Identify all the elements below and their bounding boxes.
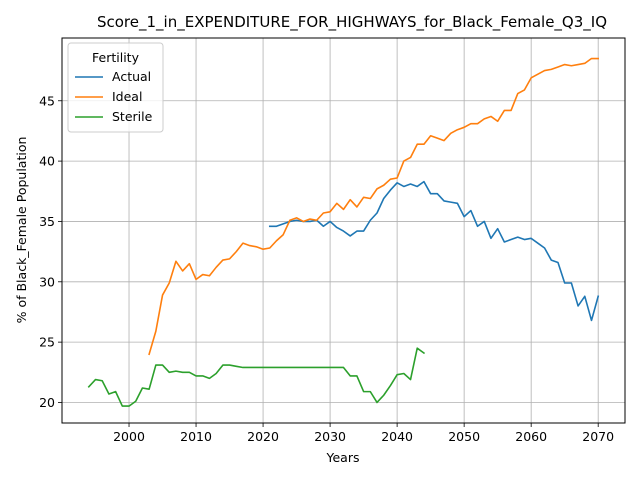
x-tick-label: 2050 bbox=[448, 429, 480, 444]
legend-label-sterile: Sterile bbox=[112, 109, 153, 124]
grid bbox=[62, 38, 625, 423]
legend: Fertility Actual Ideal Sterile bbox=[67, 42, 164, 133]
legend-label-actual: Actual bbox=[112, 69, 151, 84]
y-tick-label: 30 bbox=[39, 274, 55, 289]
y-tick-label: 25 bbox=[39, 335, 55, 350]
plot-frame bbox=[61, 37, 626, 424]
x-tick-label: 2000 bbox=[113, 429, 145, 444]
chart-title: Score_1_in_EXPENDITURE_FOR_HIGHWAYS_for_… bbox=[97, 13, 607, 32]
x-tick-label: 2020 bbox=[247, 429, 279, 444]
x-tick-label: 2010 bbox=[180, 429, 212, 444]
x-tick-label: 2070 bbox=[582, 429, 614, 444]
series-line-actual bbox=[268, 180, 600, 322]
y-tick-label: 45 bbox=[39, 93, 55, 108]
series-line-ideal bbox=[148, 57, 599, 356]
y-tick-label: 20 bbox=[39, 395, 55, 410]
x-tick-label: 2030 bbox=[314, 429, 346, 444]
axis-ticks: 2000 2010 2020 2030 2040 2050 2060 2070 20 25 30 35… bbox=[39, 93, 614, 444]
x-tick-label: 2040 bbox=[381, 429, 413, 444]
y-axis-label: % of Black_Female Population bbox=[14, 137, 29, 324]
y-tick-label: 40 bbox=[39, 154, 55, 169]
x-tick-label: 2060 bbox=[515, 429, 547, 444]
series-line-sterile bbox=[87, 347, 426, 407]
legend-label-ideal: Ideal bbox=[112, 89, 142, 104]
y-tick-label: 35 bbox=[39, 214, 55, 229]
series-layer bbox=[87, 57, 600, 407]
x-axis-label: Years bbox=[326, 450, 360, 465]
legend-box bbox=[67, 42, 164, 133]
legend-title: Fertility bbox=[92, 50, 140, 65]
